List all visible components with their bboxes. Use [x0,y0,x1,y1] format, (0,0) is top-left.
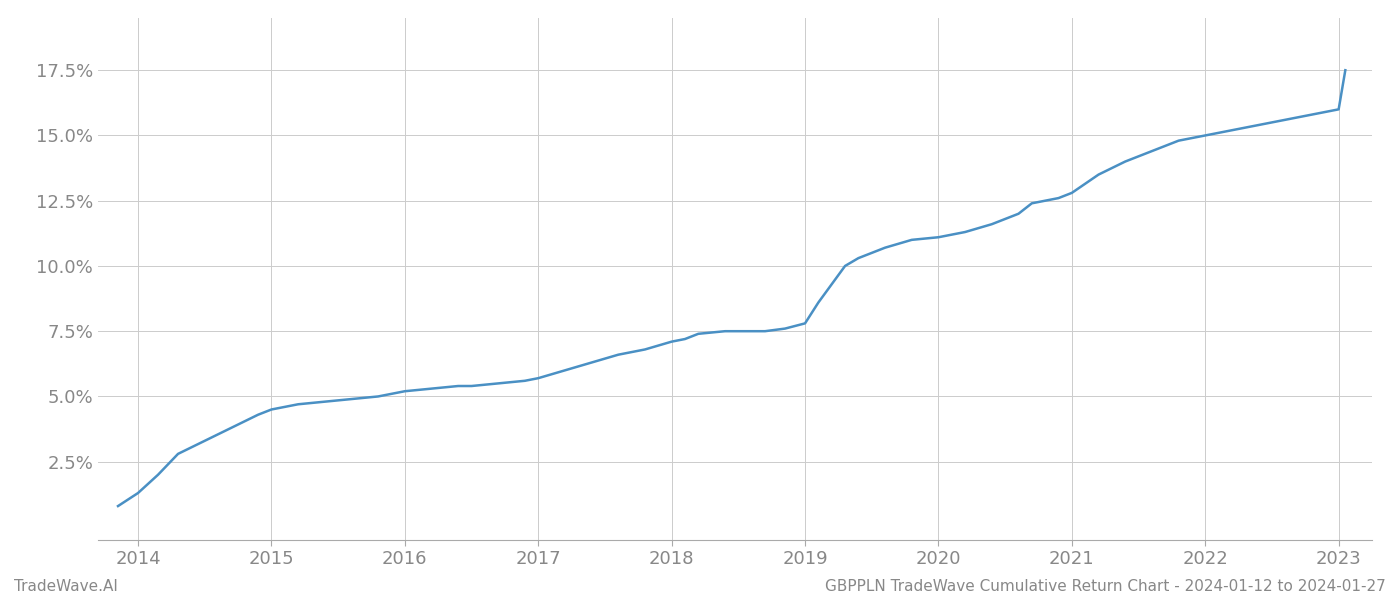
Text: TradeWave.AI: TradeWave.AI [14,579,118,594]
Text: GBPPLN TradeWave Cumulative Return Chart - 2024-01-12 to 2024-01-27: GBPPLN TradeWave Cumulative Return Chart… [825,579,1386,594]
